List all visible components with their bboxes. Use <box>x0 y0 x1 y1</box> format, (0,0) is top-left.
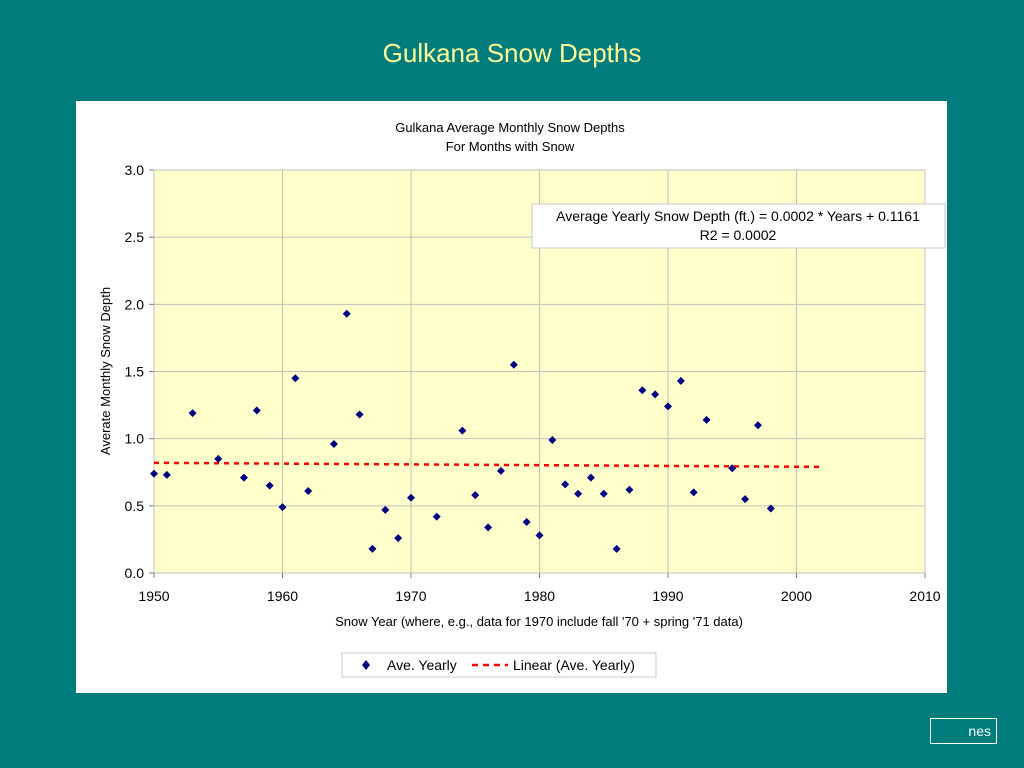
chart-panel: Gulkana Average Monthly Snow Depths For … <box>76 101 947 693</box>
x-axis-label: Snow Year (where, e.g., data for 1970 in… <box>335 614 743 629</box>
equation-text: Average Yearly Snow Depth (ft.) = 0.0002… <box>556 208 920 224</box>
data-point <box>329 440 338 449</box>
legend-series-1: Ave. Yearly <box>387 657 457 673</box>
data-point <box>612 544 621 553</box>
r-squared-text: R2 = 0.0002 <box>700 227 777 243</box>
data-point <box>574 489 583 498</box>
data-point <box>753 421 762 430</box>
data-point <box>625 485 634 494</box>
x-tick-label: 1950 <box>138 588 169 604</box>
x-tick-label: 1960 <box>267 588 298 604</box>
data-point <box>342 309 351 318</box>
data-point <box>548 436 557 445</box>
trend-line <box>153 461 823 469</box>
data-point <box>432 512 441 521</box>
x-tick-label: 1990 <box>652 588 683 604</box>
axes: 0.0 0.5 1.0 1.5 2.0 2.5 3.0 1950 1960 1970 1980 199… <box>125 162 941 604</box>
x-tick-label: 1980 <box>524 588 555 604</box>
data-point <box>561 480 570 489</box>
data-point <box>265 481 274 490</box>
legend-series-2: Linear (Ave. Yearly) <box>513 657 635 673</box>
data-points <box>150 309 775 553</box>
data-point <box>689 488 698 497</box>
data-point <box>368 544 377 553</box>
data-point <box>702 415 711 424</box>
y-tick-label: 2.0 <box>125 296 145 312</box>
legend-diamond-marker <box>362 660 370 670</box>
data-point <box>304 487 313 496</box>
data-point <box>278 503 287 512</box>
data-point <box>484 523 493 532</box>
scatter-chart: Gulkana Average Monthly Snow Depths For … <box>98 120 946 678</box>
data-point <box>381 505 390 514</box>
data-point <box>239 473 248 482</box>
y-tick-label: 2.5 <box>125 229 145 245</box>
data-point <box>599 489 608 498</box>
chart-subtitle: For Months with Snow <box>446 139 575 154</box>
data-point <box>664 402 672 411</box>
y-tick-label: 0.5 <box>125 498 145 514</box>
data-point <box>651 390 660 399</box>
data-point <box>522 517 531 526</box>
legend: Ave. Yearly Linear (Ave. Yearly) <box>341 652 657 678</box>
chart-title: Gulkana Average Monthly Snow Depths <box>395 120 625 135</box>
data-point <box>214 454 223 463</box>
data-point <box>728 464 737 473</box>
y-tick-label: 0.0 <box>125 565 145 581</box>
trendline-equation-box: Average Yearly Snow Depth (ft.) = 0.0002… <box>531 203 946 249</box>
data-point <box>509 360 518 369</box>
slide-title: Gulkana Snow Depths <box>382 38 642 68</box>
x-tick-label: 2010 <box>909 588 940 604</box>
data-point <box>394 534 403 543</box>
data-point <box>676 376 685 385</box>
data-point <box>252 406 261 415</box>
data-point <box>355 410 364 419</box>
y-tick-label: 1.5 <box>125 364 145 380</box>
data-point <box>766 504 775 513</box>
data-point <box>496 466 505 475</box>
x-tick-label: 1970 <box>395 588 426 604</box>
trend-line-segment <box>153 461 823 469</box>
data-point <box>188 409 197 418</box>
data-point <box>407 493 415 502</box>
data-point <box>162 470 171 479</box>
data-point <box>291 374 300 383</box>
y-tick-label: 1.0 <box>125 431 145 447</box>
data-point <box>638 386 647 395</box>
data-point <box>586 473 595 482</box>
y-axis-label: Averate Monthly Snow Depth <box>98 287 113 455</box>
x-tick-label: 2000 <box>781 588 812 604</box>
y-tick-label: 3.0 <box>125 162 145 178</box>
data-point <box>741 495 750 504</box>
data-point <box>471 491 480 500</box>
data-point <box>535 531 544 540</box>
footer-tag: nes <box>930 718 997 744</box>
data-point <box>458 426 467 435</box>
data-point <box>150 469 158 478</box>
